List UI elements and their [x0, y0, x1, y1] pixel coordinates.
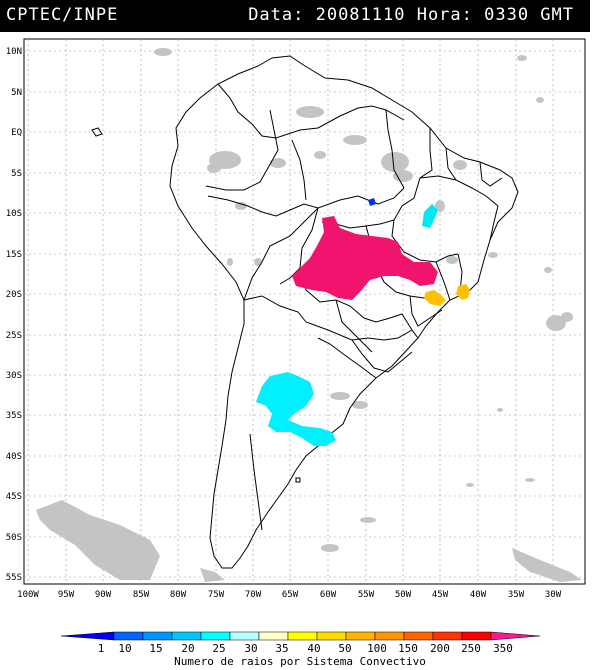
- system-argentina: [256, 372, 336, 446]
- legend-label: 35: [275, 642, 288, 655]
- lat-label: 45S: [6, 492, 22, 502]
- coastline: [91, 55, 519, 569]
- lat-label: 5N: [11, 88, 22, 98]
- lat-label: 55S: [6, 573, 22, 583]
- lat-label: 10N: [6, 47, 22, 57]
- lat-label: 10S: [6, 209, 22, 219]
- legend-swatch: [345, 631, 376, 641]
- lon-label: 85W: [133, 590, 150, 600]
- system-para: [368, 198, 376, 206]
- lon-label: 95W: [58, 590, 75, 600]
- lat-label: 50S: [6, 533, 22, 543]
- legend-swatch: [229, 631, 260, 641]
- system-central-brazil: [292, 216, 438, 300]
- legend-swatch: [374, 631, 405, 641]
- legend-title: Numero de raios por Sistema Convectivo: [174, 655, 426, 668]
- lat-label: EQ: [11, 128, 22, 138]
- legend-swatch: [316, 631, 347, 641]
- grid-lines: [24, 39, 585, 584]
- longitude-labels: 100W 95W 90W 85W 80W 75W 70W 65W 60W 55W…: [17, 590, 562, 600]
- system-southeast-brazil-1: [424, 290, 446, 306]
- lon-label: 60W: [320, 590, 337, 600]
- legend-label: 200: [430, 642, 450, 655]
- legend-label: 1: [98, 642, 105, 655]
- lon-label: 40W: [470, 590, 487, 600]
- legend-swatch: [432, 631, 463, 641]
- legend-label: 25: [212, 642, 225, 655]
- lon-label: 75W: [208, 590, 225, 600]
- legend-swatch: [258, 631, 289, 641]
- convective-systems: [256, 198, 470, 446]
- legend-swatch: [200, 631, 231, 641]
- legend-swatch: [113, 631, 144, 641]
- system-tocantins: [422, 204, 438, 228]
- legend-label: 250: [461, 642, 481, 655]
- legend-label: 100: [367, 642, 387, 655]
- legend-label: 10: [118, 642, 131, 655]
- lon-label: 100W: [17, 590, 39, 600]
- legend-swatch: [287, 631, 318, 641]
- legend-labels: 1 10 15 20 25 30 35 40 50 100 150 200 25…: [98, 642, 513, 655]
- date-time-label: Data: 20081110 Hora: 0330 GMT: [248, 5, 574, 25]
- legend-label: 15: [149, 642, 162, 655]
- legend-arrow-high: [490, 631, 541, 641]
- legend-arrow-low: [60, 631, 115, 641]
- lat-label: 40S: [6, 452, 22, 462]
- legend-swatch: [403, 631, 434, 641]
- legend-label: 30: [244, 642, 257, 655]
- lon-label: 80W: [170, 590, 187, 600]
- lat-label: 30S: [6, 371, 22, 381]
- lat-label: 35S: [6, 411, 22, 421]
- cloud-cover: [36, 48, 582, 582]
- system-southeast-brazil-2: [456, 284, 470, 300]
- legend-label: 40: [307, 642, 320, 655]
- lon-label: 70W: [245, 590, 262, 600]
- lon-label: 35W: [508, 590, 525, 600]
- lat-label: 20S: [6, 290, 22, 300]
- lat-label: 5S: [11, 169, 22, 179]
- lon-label: 65W: [282, 590, 299, 600]
- agency-label: CPTEC/INPE: [6, 5, 119, 25]
- lon-label: 30W: [545, 590, 562, 600]
- legend-label: 150: [398, 642, 418, 655]
- title-bar: CPTEC/INPE Data: 20081110 Hora: 0330 GMT: [0, 0, 590, 32]
- legend-swatch: [142, 631, 173, 641]
- lat-label: 25S: [6, 331, 22, 341]
- lat-label: 15S: [6, 250, 22, 260]
- legend-label: 350: [493, 642, 513, 655]
- lon-label: 45W: [432, 590, 449, 600]
- lon-label: 50W: [395, 590, 412, 600]
- legend-color-bar: [60, 631, 541, 641]
- map-frame: [23, 38, 586, 585]
- latitude-labels: 10N 5N EQ 5S 10S 15S 20S 25S 30S 35S 40S…: [6, 47, 22, 583]
- lon-label: 90W: [95, 590, 112, 600]
- legend-label: 20: [181, 642, 194, 655]
- legend-swatch: [171, 631, 202, 641]
- lon-label: 55W: [358, 590, 375, 600]
- legend-swatch: [461, 631, 492, 641]
- legend-label: 50: [338, 642, 351, 655]
